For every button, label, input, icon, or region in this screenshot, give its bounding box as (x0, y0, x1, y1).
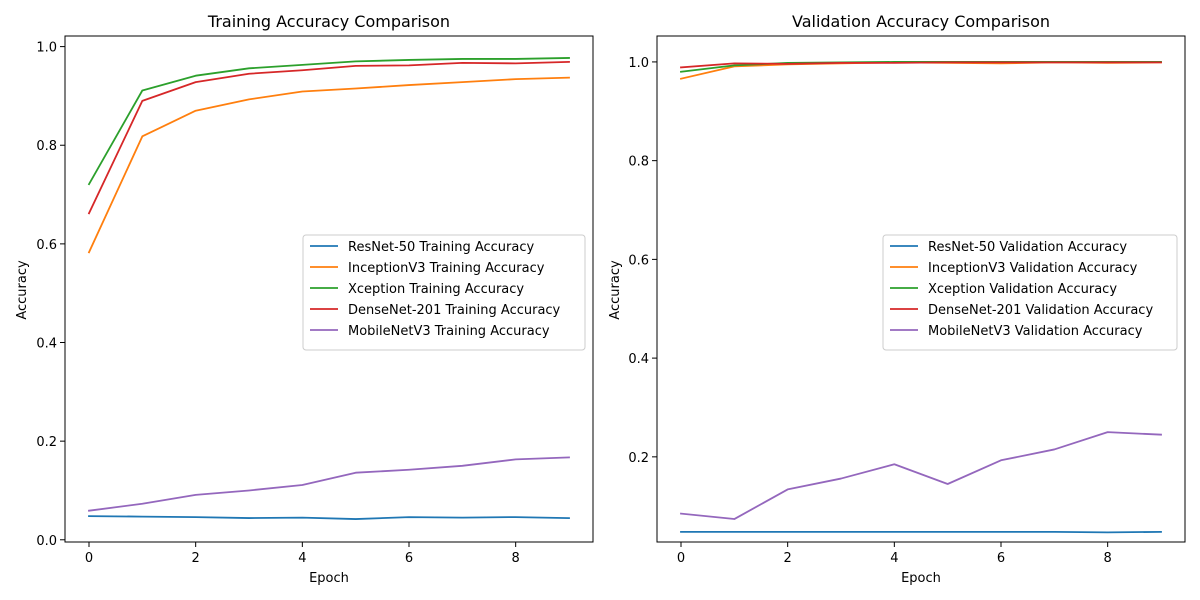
legend-frame (302, 234, 586, 351)
legend-label: DenseNet-201 Training Accuracy (348, 303, 561, 318)
y-tick-label: 0.8 (628, 155, 649, 170)
y-tick-label: 0.0 (36, 534, 57, 549)
series-line-0 (88, 515, 570, 520)
x-tick-label: 2 (192, 551, 200, 566)
chart-title: Training Accuracy Comparison (207, 12, 450, 31)
x-tick-label: 4 (298, 551, 306, 566)
series-line-3 (87, 60, 570, 215)
y-tick-label: 0.4 (628, 352, 649, 367)
legend-label: InceptionV3 Validation Accuracy (928, 261, 1138, 276)
y-tick-label: 1.0 (36, 41, 57, 56)
series-line-2 (87, 57, 570, 186)
y-tick-label: 0.8 (36, 139, 57, 154)
x-tick-label: 8 (512, 551, 520, 566)
y-tick-label: 0.2 (628, 451, 649, 466)
chart-title: Validation Accuracy Comparison (792, 12, 1050, 31)
legend-label: MobileNetV3 Validation Accuracy (928, 324, 1143, 339)
y-axis-label: Accuracy (608, 260, 623, 320)
x-tick-label: 4 (890, 551, 898, 566)
y-tick-label: 0.6 (628, 253, 649, 268)
legend-label: ResNet-50 Validation Accuracy (928, 240, 1127, 255)
series-line-4 (87, 456, 570, 512)
legend: ResNet-50 Training Accuracy InceptionV3 T… (302, 234, 586, 351)
x-axis-label: Epoch (901, 571, 941, 586)
training-accuracy-chart: Training Accuracy Comparison Epoch Accur… (15, 12, 594, 586)
validation-accuracy-chart: Validation Accuracy Comparison Epoch Acc… (608, 12, 1186, 586)
y-tick-label: 0.2 (36, 435, 57, 450)
x-tick-label: 8 (1104, 551, 1112, 566)
x-tick-label: 2 (784, 551, 792, 566)
legend-label: Xception Validation Accuracy (928, 282, 1117, 297)
legend-label: InceptionV3 Training Accuracy (348, 261, 545, 276)
axes-frame (656, 35, 1186, 543)
x-axis-label: Epoch (309, 571, 349, 586)
series-line-1 (87, 76, 570, 254)
series-line-3 (680, 61, 1162, 69)
series-line-4 (680, 431, 1162, 520)
x-tick-label: 6 (405, 551, 413, 566)
legend: ResNet-50 Validation Accuracy InceptionV3… (882, 234, 1178, 351)
x-tick-label: 0 (677, 551, 685, 566)
legend-label: Xception Training Accuracy (348, 282, 524, 297)
x-tick-label: 6 (997, 551, 1005, 566)
axis-ticks: 0 2 4 6 8 0.2 0.4 0.6 0.8 1.0 (628, 56, 1111, 566)
series-lines (679, 61, 1162, 534)
y-tick-label: 1.0 (628, 56, 649, 71)
y-tick-label: 0.6 (36, 238, 57, 253)
series-lines (87, 57, 570, 520)
x-tick-label: 0 (85, 551, 93, 566)
y-tick-label: 0.4 (36, 337, 57, 352)
axes-frame (64, 35, 594, 543)
legend-label: ResNet-50 Training Accuracy (348, 240, 534, 255)
legend-frame (882, 234, 1178, 351)
legend-label: MobileNetV3 Training Accuracy (348, 324, 550, 339)
legend-label: DenseNet-201 Validation Accuracy (928, 303, 1153, 318)
y-axis-label: Accuracy (15, 260, 30, 320)
axis-ticks: 0 2 4 6 8 0.0 0.2 0.4 0.6 0.8 1.0 (36, 41, 519, 566)
